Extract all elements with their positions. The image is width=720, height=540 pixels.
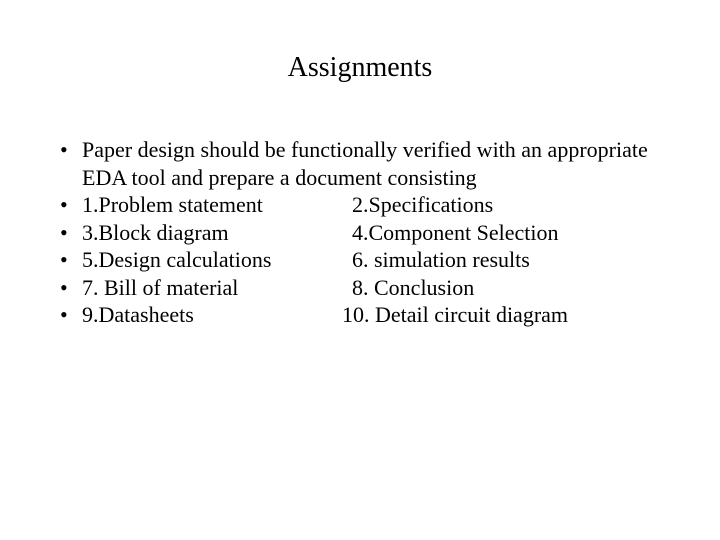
item-4-left: 7. Bill of material — [82, 274, 352, 302]
bullet-row-1: 1.Problem statement 2.Specifications — [60, 191, 684, 219]
item-4-right: 8. Conclusion — [352, 274, 684, 302]
bullet-row-5: 9.Datasheets 10. Detail circuit diagram — [60, 301, 684, 329]
bullet-row-3: 5.Design calculations 6. simulation resu… — [60, 246, 684, 274]
item-2-left: 3.Block diagram — [82, 219, 352, 247]
item-2-right: 4.Component Selection — [352, 219, 684, 247]
item-1-right: 2.Specifications — [352, 191, 684, 219]
item-5-left: 9.Datasheets — [82, 301, 352, 329]
bullet-row-4: 7. Bill of material 8. Conclusion — [60, 274, 684, 302]
bullet-intro: Paper design should be functionally veri… — [60, 136, 684, 191]
item-5-right: 10. Detail circuit diagram — [342, 301, 684, 329]
slide: Assignments Paper design should be funct… — [0, 0, 720, 540]
item-3-left: 5.Design calculations — [82, 246, 352, 274]
item-3-right: 6. simulation results — [352, 246, 684, 274]
slide-body: Paper design should be functionally veri… — [36, 136, 684, 329]
slide-title: Assignments — [36, 52, 684, 84]
intro-text: Paper design should be functionally veri… — [82, 137, 648, 190]
bullet-row-2: 3.Block diagram 4.Component Selection — [60, 219, 684, 247]
item-1-left: 1.Problem statement — [82, 191, 352, 219]
